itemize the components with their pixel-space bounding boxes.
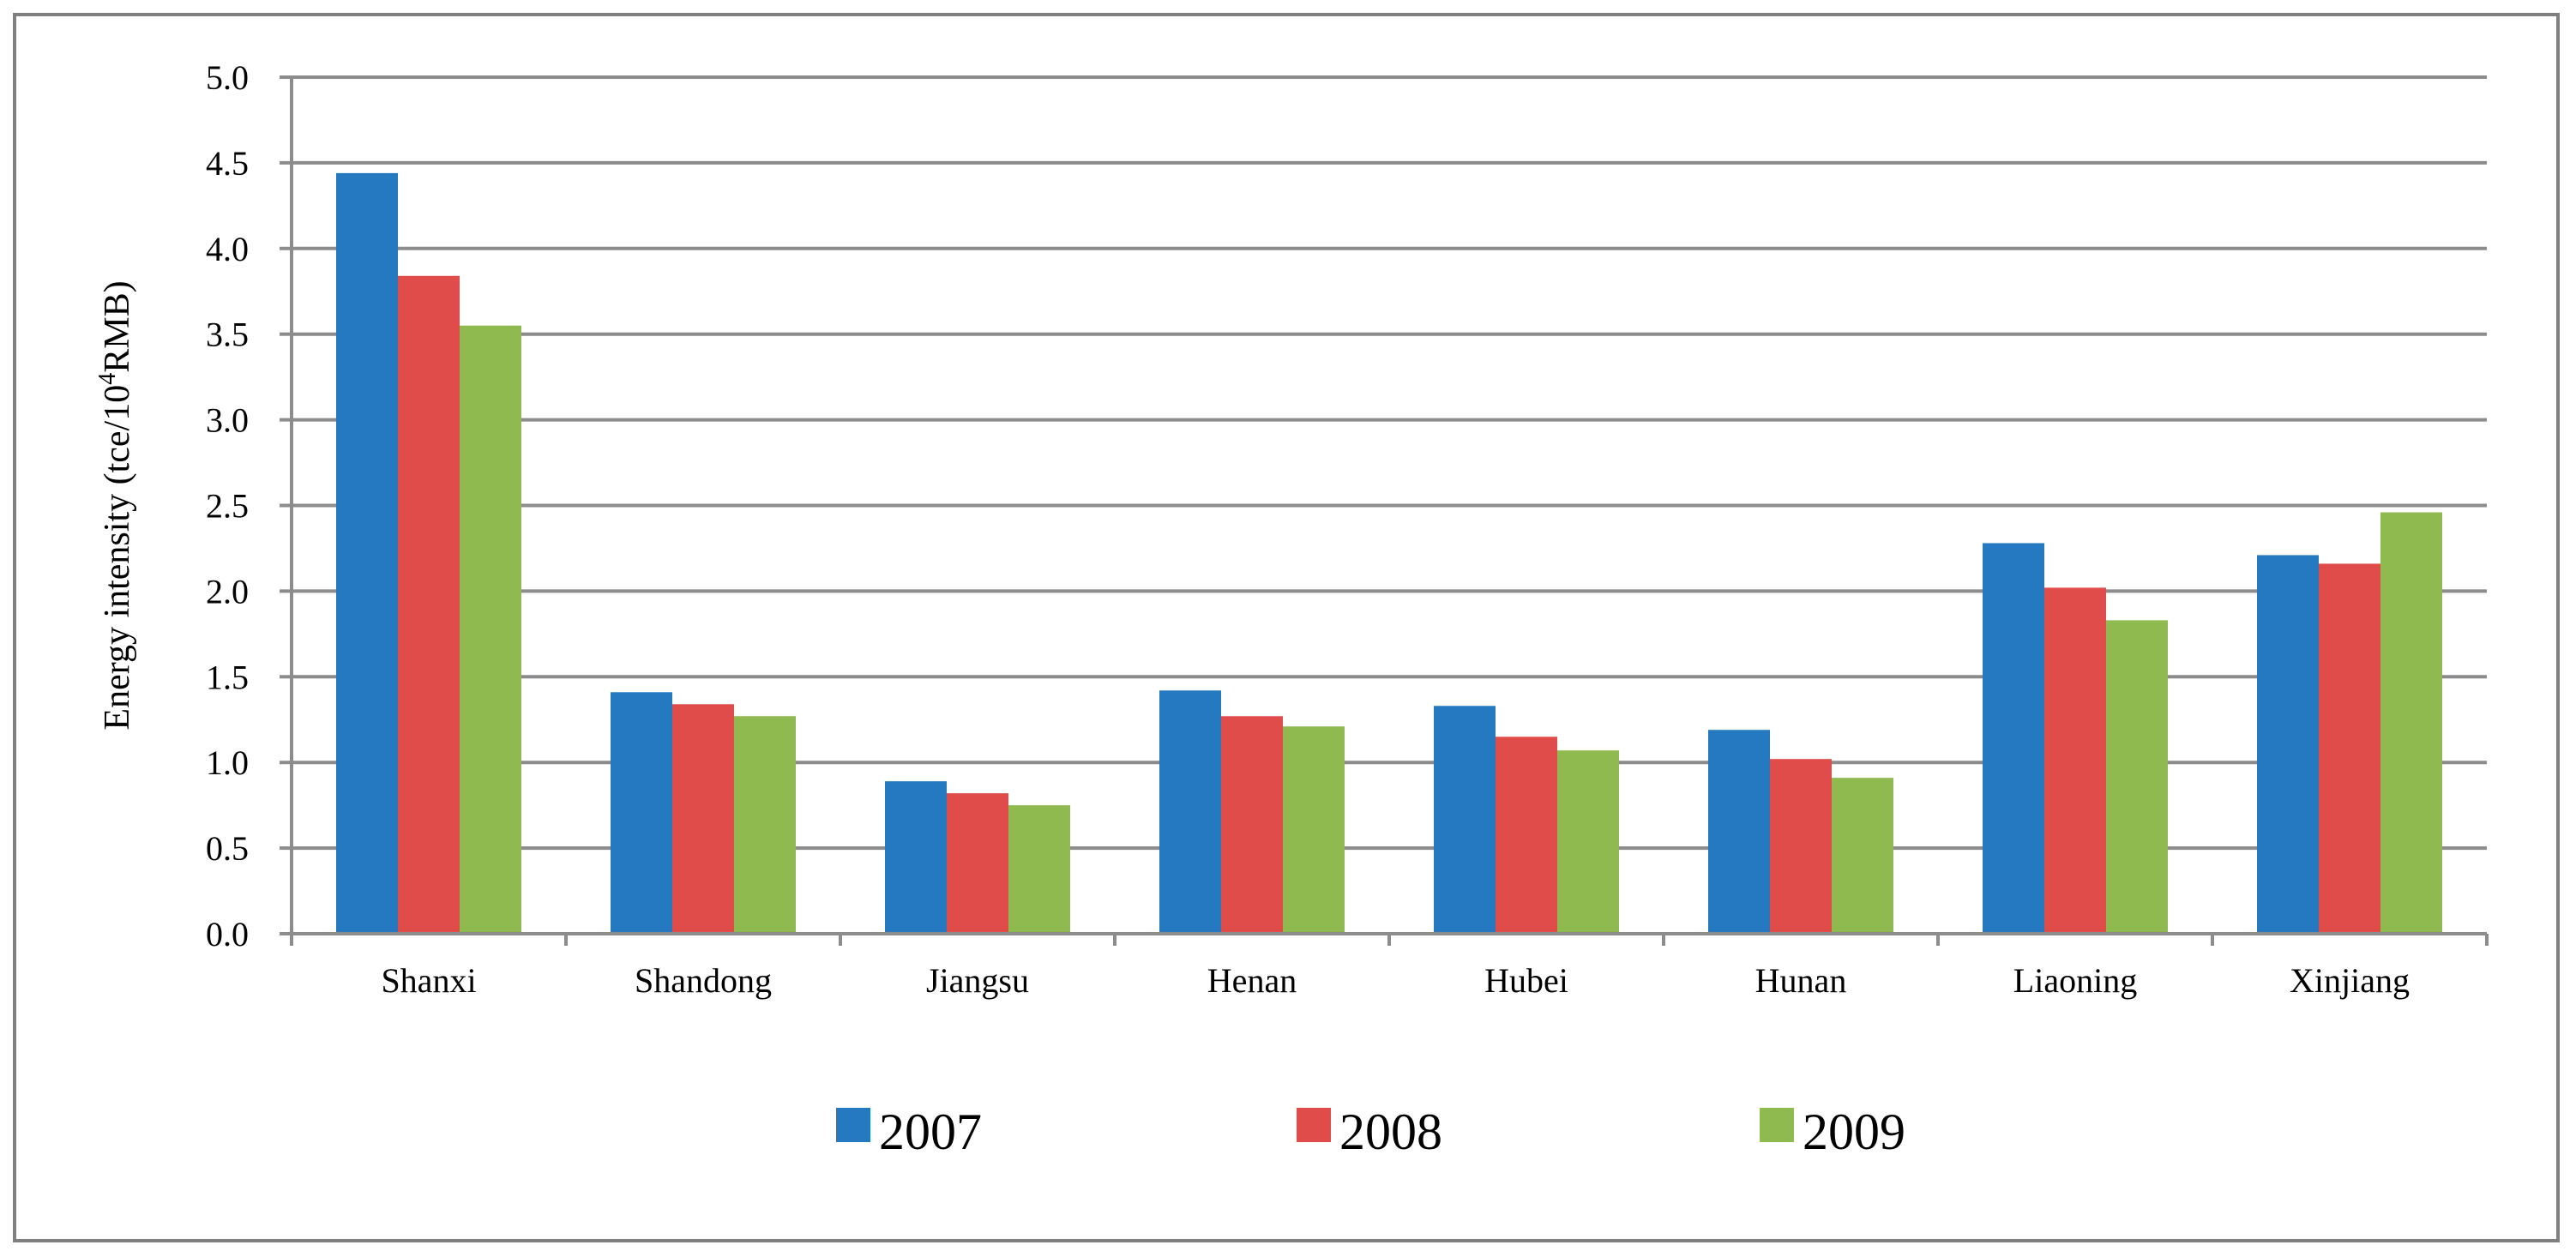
bar-jiangsu-2007 [885,781,947,934]
legend-label-2007: 2007 [879,1104,982,1160]
y-axis-title-superscript: 4 [94,373,121,385]
tick-labels: 0.0 0.5 1.0 1.5 2.0 2.5 3.0 3.5 4.0 4.5 5.0 Shanxi S… [206,58,2410,1000]
y-axis-title: Energy intensity (tce/104RMB) [94,280,137,730]
y-tick-label: 0.0 [206,915,249,953]
bar-hunan-2009 [1832,778,1893,934]
x-tick-label-hunan: Hunan [1755,961,1847,1000]
x-tick-label-xinjiang: Xinjiang [2290,961,2410,1000]
legend-label-2009: 2009 [1803,1104,1905,1160]
y-tick-label: 4.0 [206,230,249,268]
y-tick-label: 3.0 [206,401,249,440]
axes [280,75,2489,946]
bar-hubei-2007 [1434,706,1496,934]
bar-shanxi-2007 [336,172,398,934]
y-tick-label: 5.0 [206,58,249,97]
bar-liaoning-2007 [1983,543,2044,934]
legend-swatch-2007 [836,1108,870,1142]
y-tick-label: 3.5 [206,316,249,354]
y-axis-title-main: Energy intensity (tce/10 [98,385,137,731]
bar-henan-2009 [1283,726,1345,934]
bar-hunan-2008 [1770,759,1832,934]
y-tick-label: 0.5 [206,829,249,868]
y-tick-label: 1.0 [206,743,249,782]
bar-liaoning-2009 [2106,620,2168,934]
bar-shandong-2009 [734,716,796,934]
legend-swatch-2009 [1760,1108,1794,1142]
y-tick-label: 4.5 [206,144,249,183]
x-tick-label-henan: Henan [1207,961,1297,1000]
bar-shanxi-2008 [398,275,460,934]
legend: 2007 2008 2009 [836,1104,1905,1160]
bar-shandong-2008 [672,704,734,934]
x-tick-label-hubei: Hubei [1484,961,1568,1000]
y-tick-label: 2.0 [206,572,249,610]
bar-xinjiang-2007 [2257,555,2319,934]
bar-shandong-2007 [611,692,672,934]
legend-label-2008: 2008 [1339,1104,1442,1160]
x-tick-label-liaoning: Liaoning [2013,961,2137,1000]
bar-jiangsu-2009 [1008,805,1070,934]
bar-shanxi-2009 [460,325,521,935]
bars [336,172,2442,935]
x-tick-label-shanxi: Shanxi [381,961,476,1000]
legend-swatch-2008 [1297,1108,1331,1142]
bar-hubei-2008 [1496,737,1557,934]
bar-hubei-2009 [1557,750,1619,934]
bar-xinjiang-2009 [2380,512,2442,934]
bar-jiangsu-2008 [947,793,1008,934]
y-tick-label: 1.5 [206,658,249,696]
bar-hunan-2007 [1708,730,1770,934]
bar-henan-2007 [1159,690,1221,934]
x-tick-label-jiangsu: Jiangsu [926,961,1029,1000]
bar-liaoning-2008 [2044,587,2106,934]
bar-xinjiang-2008 [2319,563,2380,934]
bar-henan-2008 [1221,716,1283,934]
y-axis-title-suffix: RMB) [98,280,137,372]
x-tick-label-shandong: Shandong [635,961,772,1000]
y-tick-label: 2.5 [206,487,249,526]
